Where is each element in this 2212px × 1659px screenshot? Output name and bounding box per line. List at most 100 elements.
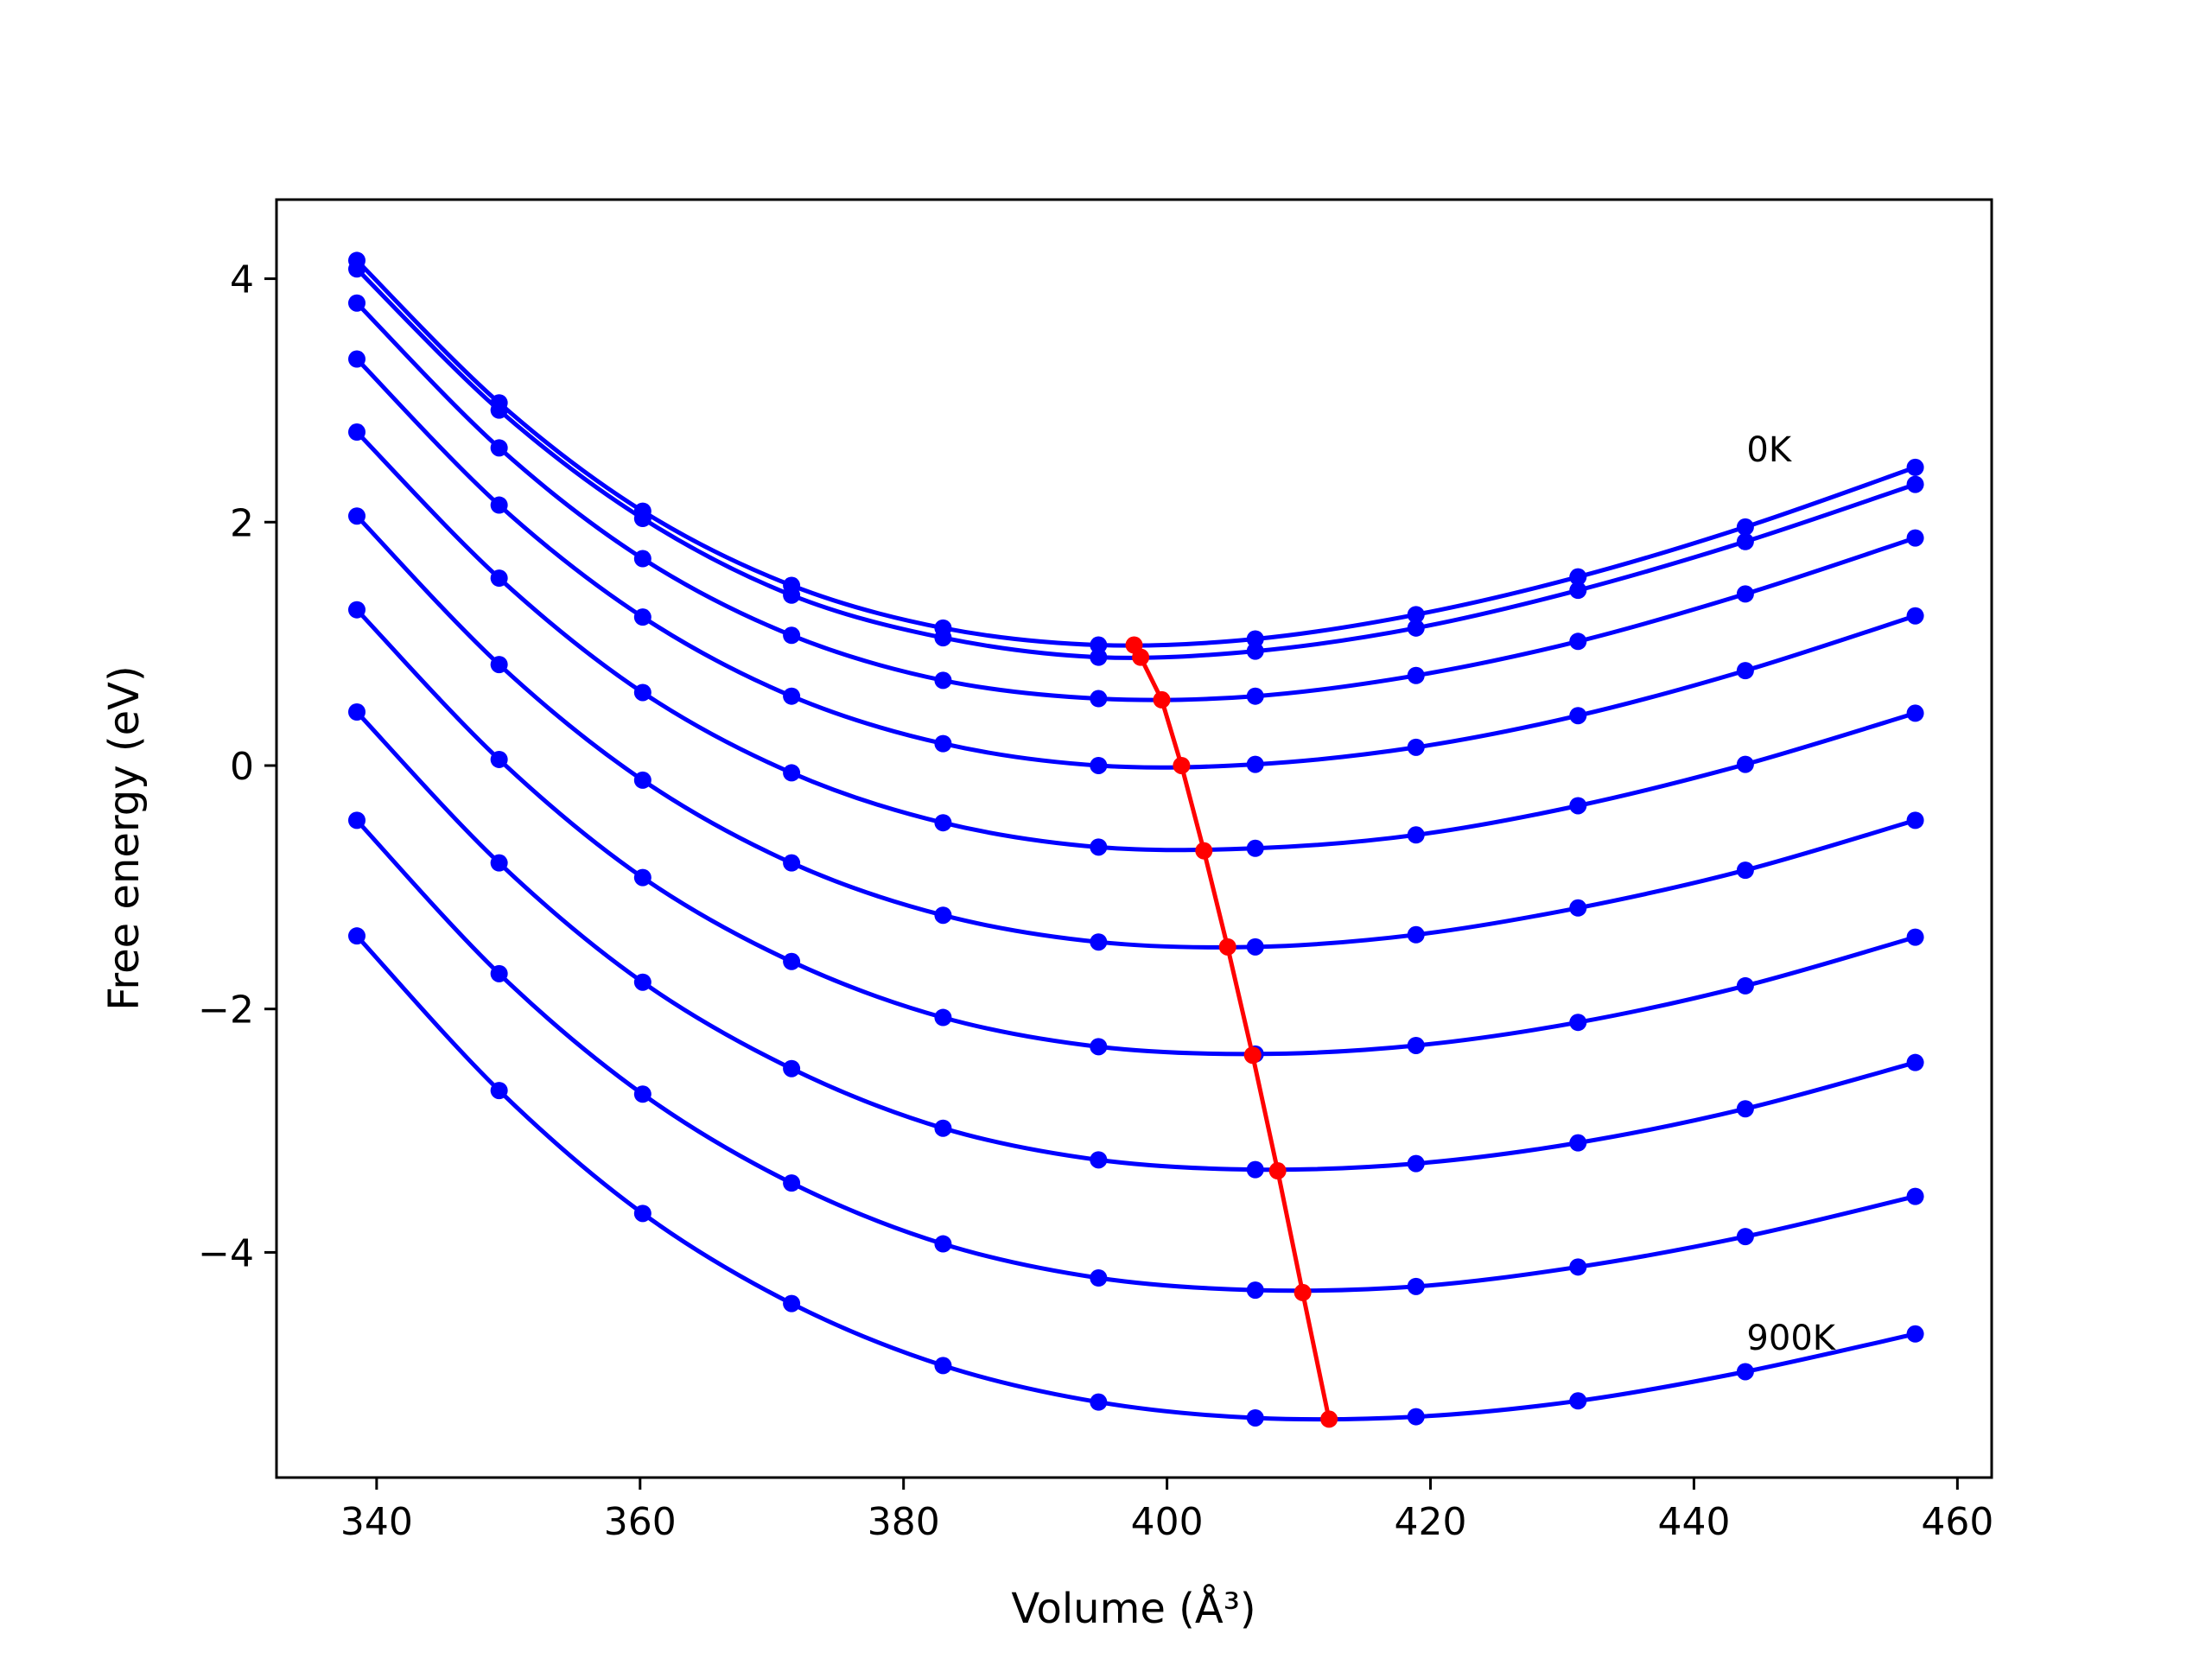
minimum-point: [1218, 938, 1236, 956]
series-1: [347, 260, 1924, 666]
data-point: [1569, 899, 1587, 917]
data-point: [490, 401, 508, 419]
data-point: [633, 771, 652, 789]
data-point: [633, 683, 652, 702]
data-point: [490, 750, 508, 768]
data-point: [1736, 662, 1754, 680]
minimum-point: [1153, 690, 1171, 709]
minimum-point: [1294, 1283, 1312, 1301]
data-point: [934, 734, 952, 753]
plot-frame: [275, 198, 1993, 1479]
data-point: [347, 260, 365, 278]
y-tick-label: −4: [198, 1231, 254, 1275]
x-tick-label: 460: [1921, 1500, 1993, 1544]
data-point: [1090, 1038, 1108, 1056]
data-point: [490, 439, 508, 457]
x-tick-label: 360: [604, 1500, 677, 1544]
data-point: [490, 964, 508, 982]
data-point: [1736, 861, 1754, 880]
data-point: [783, 1059, 801, 1077]
data-point: [1736, 1228, 1754, 1246]
data-point: [347, 507, 365, 525]
data-point: [633, 1085, 652, 1103]
data-point: [1407, 826, 1425, 844]
data-point: [934, 1235, 952, 1253]
data-point: [783, 687, 801, 705]
data-point: [1906, 529, 1924, 547]
data-point: [1246, 1408, 1264, 1427]
data-point: [1906, 704, 1924, 722]
data-point: [1090, 636, 1108, 654]
data-point: [490, 1082, 508, 1100]
data-point: [1407, 1036, 1425, 1054]
data-point: [1736, 976, 1754, 995]
y-axis-label: Free energy (eV): [100, 665, 149, 1010]
data-point: [934, 629, 952, 647]
data-point: [1569, 568, 1587, 586]
data-point: [783, 586, 801, 604]
minimum-point: [1132, 648, 1150, 666]
data-point: [1407, 1277, 1425, 1295]
data-point: [934, 1119, 952, 1137]
x-tick-label: 340: [340, 1500, 413, 1544]
data-point: [347, 703, 365, 721]
data-point: [1407, 1154, 1425, 1173]
data-point: [1407, 619, 1425, 637]
x-axis-label: Volume (Å³): [1011, 1584, 1255, 1633]
data-point: [633, 1205, 652, 1223]
x-tick-label: 440: [1657, 1500, 1730, 1544]
data-point: [1090, 648, 1108, 666]
data-point: [1569, 1014, 1587, 1032]
series-8: [347, 811, 1924, 1300]
series-4: [347, 423, 1924, 857]
data-point: [1090, 838, 1108, 856]
data-point: [1736, 518, 1754, 536]
data-point: [1246, 839, 1264, 857]
data-point: [633, 550, 652, 568]
series-9: [347, 927, 1924, 1427]
x-tick-label: 420: [1395, 1500, 1467, 1544]
y-axis: −4 −2 0 2 4: [198, 258, 276, 1275]
minimum-point: [1320, 1410, 1338, 1428]
data-point: [783, 764, 801, 782]
data-point: [934, 906, 952, 925]
y-tick-label: 2: [230, 501, 254, 545]
data-point: [490, 656, 508, 674]
data-point: [633, 608, 652, 626]
data-point: [1569, 1258, 1587, 1276]
data-point: [1569, 582, 1587, 600]
data-point: [347, 423, 365, 442]
data-point: [1569, 1392, 1587, 1410]
data-point: [1246, 755, 1264, 773]
data-point: [1906, 928, 1924, 946]
data-point: [1736, 532, 1754, 550]
data-point: [1407, 738, 1425, 756]
data-point: [347, 601, 365, 619]
data-point: [633, 510, 652, 528]
x-axis: 340 360 380 400 420 440 460: [340, 1478, 1993, 1544]
data-point: [1906, 1187, 1924, 1205]
minimum-line-path: [1132, 644, 1332, 1420]
data-point: [934, 1357, 952, 1375]
data-point: [1246, 642, 1264, 660]
series-3: [347, 350, 1924, 774]
data-point: [633, 868, 652, 887]
data-point: [1090, 690, 1108, 708]
annotation-label: 900K: [1746, 1319, 1836, 1358]
data-point: [783, 1174, 801, 1192]
data-point: [1906, 458, 1924, 476]
data-point: [490, 569, 508, 588]
data-point: [1246, 687, 1264, 705]
data-point: [1407, 606, 1425, 624]
x-tick-label: 400: [1131, 1500, 1204, 1544]
annotations: 0K 900K: [1746, 430, 1836, 1358]
data-point: [934, 814, 952, 832]
data-point: [1090, 933, 1108, 951]
minimum-line: [1125, 636, 1338, 1428]
minimum-point: [1243, 1046, 1262, 1065]
y-tick-label: 4: [230, 258, 254, 302]
data-point: [1407, 925, 1425, 944]
data-point: [1906, 1053, 1924, 1071]
data-point: [1906, 607, 1924, 625]
data-point: [1090, 1393, 1108, 1411]
